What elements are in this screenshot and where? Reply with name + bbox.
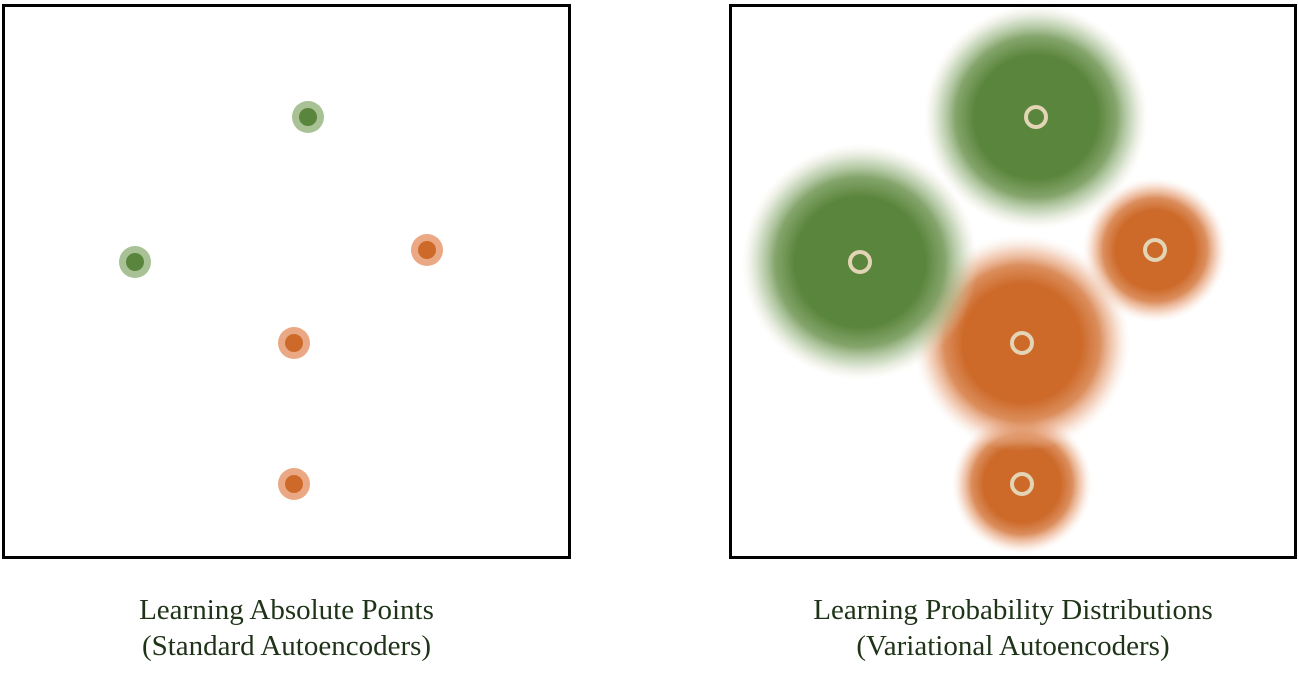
absolute-points-panel	[2, 4, 571, 559]
probability-distributions-panel	[729, 4, 1297, 559]
distribution-green-left	[742, 144, 978, 380]
distribution-orange-bottom	[952, 414, 1092, 554]
probability-distributions-caption-line2: (Variational Autoencoders)	[856, 630, 1170, 662]
distribution-orange-right	[1083, 178, 1227, 322]
absolute-points-caption-line1: Learning Absolute Points	[139, 594, 434, 626]
distribution-green-top	[924, 7, 1148, 229]
point-green-left	[119, 246, 151, 278]
point-green-top	[292, 101, 324, 133]
probability-distributions-caption-line1: Learning Probability Distributions	[813, 594, 1213, 626]
point-orange-middle	[278, 327, 310, 359]
point-orange-bottom	[278, 468, 310, 500]
absolute-points-plot	[119, 101, 443, 500]
probability-distributions-caption: Learning Probability Distributions (Vari…	[729, 592, 1297, 664]
absolute-points-caption-line2: (Standard Autoencoders)	[141, 630, 432, 662]
point-orange-right	[411, 234, 443, 266]
probability-distributions-plot	[742, 7, 1227, 554]
absolute-points-caption: Learning Absolute Points (Standard Autoe…	[2, 592, 571, 664]
